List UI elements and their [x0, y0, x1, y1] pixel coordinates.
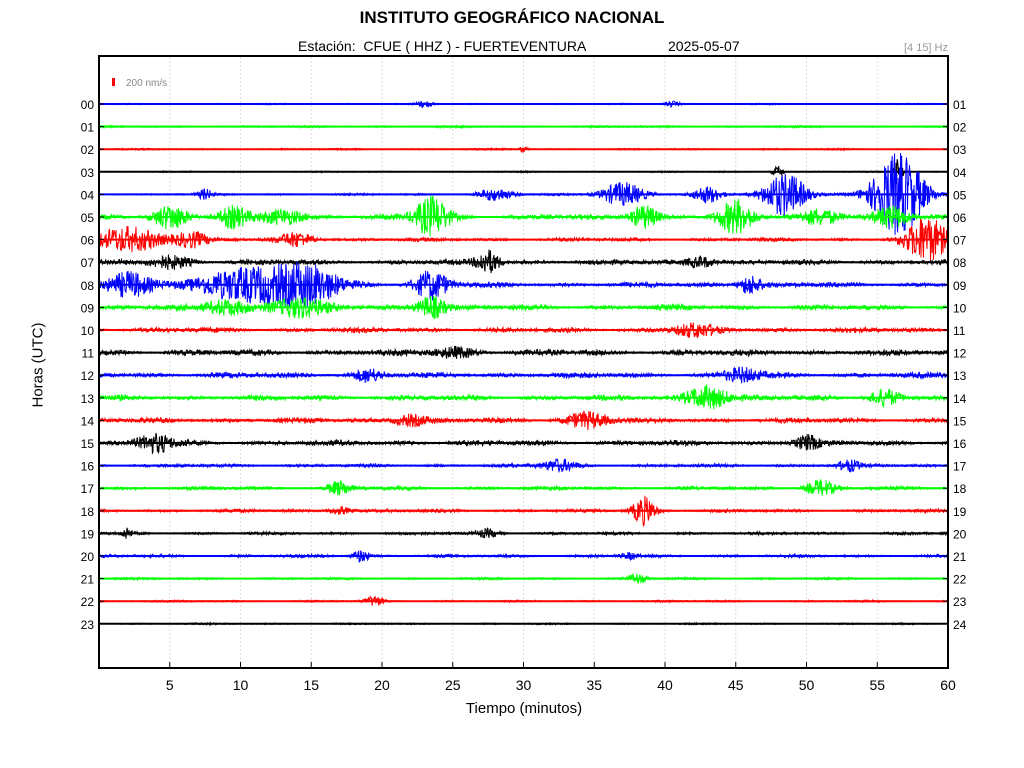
left-hour-label: 10: [81, 324, 95, 338]
scale-label: 200 nm/s: [126, 78, 167, 89]
right-hour-label: 07: [953, 234, 967, 248]
x-tick-label: 55: [869, 677, 885, 693]
scale-bar: [112, 78, 115, 86]
x-tick-label: 50: [799, 677, 815, 693]
trace-hour-09: [98, 295, 949, 320]
date-label: 2025-05-07: [668, 38, 740, 54]
right-hour-label: 01: [953, 98, 967, 112]
frequency-band-label: [4 15] Hz: [903, 42, 948, 54]
left-hour-label: 18: [81, 505, 95, 519]
plot-frame: [98, 55, 949, 669]
page-title: INSTITUTO GEOGRÁFICO NACIONAL: [359, 8, 665, 27]
x-tick-label: 35: [586, 677, 602, 693]
left-hour-label: 02: [81, 143, 95, 157]
left-hour-label: 04: [81, 188, 95, 202]
right-hour-label: 19: [953, 505, 967, 519]
right-hour-label: 18: [953, 482, 967, 496]
left-hour-label: 00: [81, 98, 95, 112]
left-hour-label: 11: [82, 347, 95, 361]
x-tick-label: 60: [940, 677, 956, 693]
left-hour-label: 06: [81, 234, 95, 248]
left-hour-label: 14: [81, 414, 95, 428]
x-tick-label: 10: [233, 677, 249, 693]
right-hour-label: 12: [953, 347, 967, 361]
right-hour-label: 05: [953, 188, 967, 202]
x-axis-label: Tiempo (minutos): [465, 700, 583, 717]
left-hour-label: 07: [81, 256, 95, 270]
right-hour-label: 24: [953, 618, 967, 632]
right-hour-label: 16: [953, 437, 967, 451]
right-hour-label: 13: [953, 369, 967, 383]
left-hour-label: 17: [81, 482, 95, 496]
right-hour-label: 10: [953, 301, 967, 315]
trace-hour-07: [98, 249, 949, 274]
left-hour-label: 19: [81, 527, 95, 541]
x-tick-label: 5: [166, 677, 174, 693]
station-label: Estación: CFUE ( HHZ ) - FUERTEVENTURA: [298, 38, 587, 54]
grid-layer: [169, 57, 949, 668]
right-hour-label: 03: [953, 143, 967, 157]
left-hour-label: 20: [81, 550, 95, 564]
x-tick-label: 40: [657, 677, 673, 693]
right-hour-label: 17: [953, 460, 967, 474]
x-tick-label: 25: [445, 677, 461, 693]
right-hour-label: 20: [953, 527, 967, 541]
trace-layer: [98, 100, 949, 627]
right-hour-label: 04: [953, 166, 967, 180]
x-tick-label: 30: [516, 677, 532, 693]
right-hour-label: 06: [953, 211, 967, 225]
right-hour-label: 02: [953, 121, 967, 135]
left-hour-label: 16: [81, 460, 95, 474]
left-hour-label: 01: [81, 121, 95, 135]
x-tick-label: 15: [303, 677, 319, 693]
right-hour-label: 08: [953, 256, 967, 270]
right-hour-label: 11: [953, 324, 966, 338]
label-layer: 5 10 15 20 25 30 35 40 45 50 55 60 00 01 01 02 02 03 03 04 0…: [81, 98, 967, 693]
left-hour-label: 09: [81, 301, 95, 315]
left-hour-label: 08: [81, 279, 95, 293]
right-hour-label: 22: [953, 573, 967, 587]
left-hour-label: 03: [81, 166, 95, 180]
right-hour-label: 09: [953, 279, 967, 293]
right-hour-label: 21: [953, 550, 967, 564]
left-hour-label: 15: [81, 437, 95, 451]
left-hour-label: 22: [81, 595, 95, 609]
right-hour-label: 14: [953, 392, 967, 406]
right-hour-label: 23: [953, 595, 967, 609]
left-hour-label: 21: [81, 573, 95, 587]
left-hour-label: 12: [81, 369, 95, 383]
right-hour-label: 15: [953, 414, 967, 428]
left-hour-label: 23: [81, 618, 95, 632]
left-hour-label: 05: [81, 211, 95, 225]
x-tick-label: 45: [728, 677, 744, 693]
left-hour-label: 13: [81, 392, 95, 406]
x-tick-label: 20: [374, 677, 390, 693]
